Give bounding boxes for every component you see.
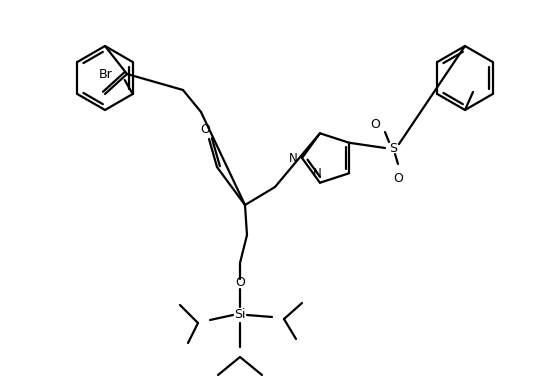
- Text: O: O: [235, 277, 245, 290]
- Text: O: O: [200, 123, 210, 136]
- Text: S: S: [389, 141, 397, 155]
- Text: N: N: [312, 167, 321, 180]
- Text: O: O: [393, 171, 403, 184]
- Text: Si: Si: [234, 309, 246, 322]
- Text: N: N: [289, 152, 298, 165]
- Text: Br: Br: [99, 67, 113, 80]
- Text: O: O: [370, 117, 380, 131]
